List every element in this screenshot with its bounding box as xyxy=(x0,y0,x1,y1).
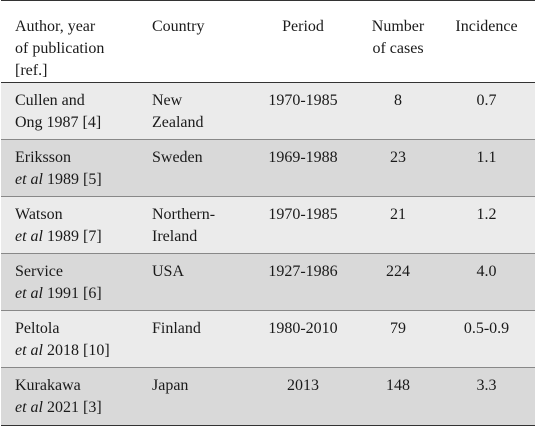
country-line2: Ireland xyxy=(152,228,198,245)
header-country: Country xyxy=(138,0,248,83)
author-line2-wrap: et al 1989 [5] xyxy=(15,169,130,191)
table-row: Service et al 1991 [6] USA 1927-1986 224 4.0 xyxy=(1,253,535,311)
author-line2: 1989 [5] xyxy=(43,171,102,188)
cell-period: 1969-1988 xyxy=(248,139,358,197)
cell-period: 1927-1986 xyxy=(248,253,358,311)
author-etal: et al xyxy=(15,342,43,359)
table-row: Watson et al 1989 [7] Northern- Ireland 1970… xyxy=(1,196,535,254)
author-line2: Ong 1987 [4] xyxy=(15,114,102,131)
header-author-line: of publication xyxy=(15,40,105,57)
cell-author: Cullen and Ong 1987 [4] xyxy=(1,82,138,140)
header-cases: Number of cases xyxy=(358,0,438,83)
cell-country: USA xyxy=(138,253,248,311)
cell-incidence: 3.3 xyxy=(438,367,535,426)
author-line1: Service xyxy=(15,263,63,280)
cell-author: Peltola et al 2018 [10] xyxy=(1,310,138,368)
cell-period: 1980-2010 xyxy=(248,310,358,368)
country-line2: Zealand xyxy=(152,114,204,131)
cell-cases: 8 xyxy=(358,82,438,140)
table-row: Cullen and Ong 1987 [4] New Zealand 1970-198… xyxy=(1,82,535,140)
author-line2-wrap: Ong 1987 [4] xyxy=(15,112,130,134)
cell-country: Finland xyxy=(138,310,248,368)
table-row: Eriksson et al 1989 [5] Sweden 1969-1988 23 1… xyxy=(1,139,535,197)
cell-country: Northern- Ireland xyxy=(138,196,248,254)
cell-period: 1970-1985 xyxy=(248,82,358,140)
cell-author: Eriksson et al 1989 [5] xyxy=(1,139,138,197)
country-line1: Japan xyxy=(152,377,189,394)
author-line1: Watson xyxy=(15,206,63,223)
author-line2-wrap: et al 2018 [10] xyxy=(15,340,130,362)
author-line2: 2018 [10] xyxy=(43,342,110,359)
country-line1: Sweden xyxy=(152,149,203,166)
cell-period: 2013 xyxy=(248,367,358,426)
cell-country: Japan xyxy=(138,367,248,426)
author-line2-wrap: et al 1991 [6] xyxy=(15,283,130,305)
author-line2: 1991 [6] xyxy=(43,285,102,302)
author-line2: 2021 [3] xyxy=(43,399,102,416)
country-line1: USA xyxy=(152,263,185,280)
author-line1: Peltola xyxy=(15,320,60,337)
cell-cases: 23 xyxy=(358,139,438,197)
country-line1: Northern- xyxy=(152,206,216,223)
header-author-line: [ref.] xyxy=(15,62,48,79)
header-incidence: Incidence xyxy=(438,0,535,83)
author-line2-wrap: et al 2021 [3] xyxy=(15,397,130,419)
cell-period: 1970-1985 xyxy=(248,196,358,254)
table-row: Kurakawa et al 2021 [3] Japan 2013 148 3.3 xyxy=(1,367,535,426)
cell-cases: 148 xyxy=(358,367,438,426)
cell-author: Watson et al 1989 [7] xyxy=(1,196,138,254)
header-period: Period xyxy=(248,0,358,83)
author-etal: et al xyxy=(15,171,43,188)
author-line2-wrap: et al 1989 [7] xyxy=(15,226,130,248)
author-line1: Kurakawa xyxy=(15,377,81,394)
header-cases-line: of cases xyxy=(372,40,424,57)
country-line1: New xyxy=(152,92,183,109)
author-etal: et al xyxy=(15,285,43,302)
cell-author: Kurakawa et al 2021 [3] xyxy=(1,367,138,426)
incidence-table: Author, year of publication [ref.] Count… xyxy=(1,0,535,426)
cell-author: Service et al 1991 [6] xyxy=(1,253,138,311)
cell-incidence: 1.1 xyxy=(438,139,535,197)
cell-country: New Zealand xyxy=(138,82,248,140)
header-author-line: Author, year xyxy=(15,18,96,35)
cell-cases: 79 xyxy=(358,310,438,368)
cell-cases: 224 xyxy=(358,253,438,311)
country-line1: Finland xyxy=(152,320,201,337)
cell-incidence: 1.2 xyxy=(438,196,535,254)
author-etal: et al xyxy=(15,228,43,245)
cell-incidence: 4.0 xyxy=(438,253,535,311)
author-line1: Cullen and xyxy=(15,92,85,109)
header-author: Author, year of publication [ref.] xyxy=(1,0,138,83)
header-row: Author, year of publication [ref.] Count… xyxy=(1,0,535,83)
author-line2: 1989 [7] xyxy=(43,228,102,245)
cell-incidence: 0.7 xyxy=(438,82,535,140)
table-row: Peltola et al 2018 [10] Finland 1980-2010 79… xyxy=(1,310,535,368)
cell-country: Sweden xyxy=(138,139,248,197)
cell-incidence: 0.5-0.9 xyxy=(438,310,535,368)
author-etal: et al xyxy=(15,399,43,416)
author-line1: Eriksson xyxy=(15,149,71,166)
header-cases-line: Number xyxy=(371,18,425,35)
cell-cases: 21 xyxy=(358,196,438,254)
